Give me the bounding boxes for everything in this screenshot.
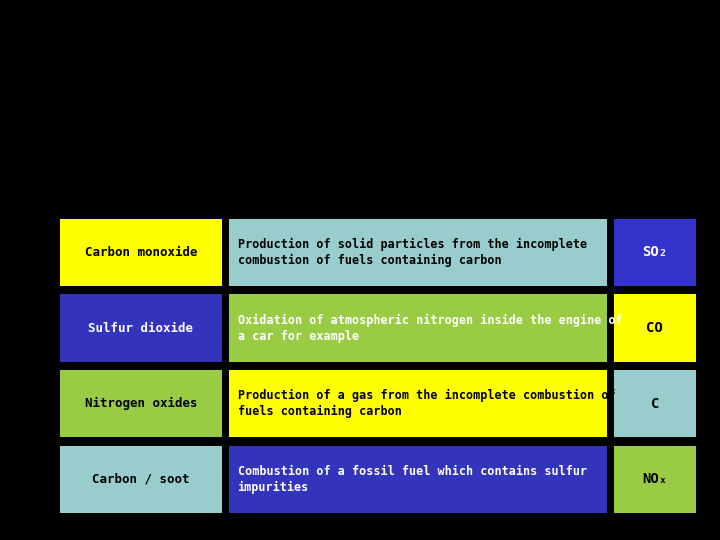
FancyBboxPatch shape <box>60 294 222 362</box>
FancyBboxPatch shape <box>614 446 696 513</box>
Text: Nitrogen oxides: Nitrogen oxides <box>84 397 197 410</box>
FancyBboxPatch shape <box>614 370 696 437</box>
Text: Sulfur dioxide: Sulfur dioxide <box>89 321 193 335</box>
Text: Combustion of a fossil fuel which contains sulfur
impurities: Combustion of a fossil fuel which contai… <box>238 465 587 494</box>
Text: CO: CO <box>647 321 663 335</box>
Text: Production of solid particles from the incomplete
combustion of fuels containing: Production of solid particles from the i… <box>238 238 587 267</box>
FancyBboxPatch shape <box>60 370 222 437</box>
Text: Carbon / soot: Carbon / soot <box>92 472 189 486</box>
FancyBboxPatch shape <box>229 370 607 437</box>
Text: Carbon monoxide: Carbon monoxide <box>84 246 197 259</box>
Text: Oxidation of atmospheric nitrogen inside the engine of
a car for example: Oxidation of atmospheric nitrogen inside… <box>238 314 622 342</box>
FancyBboxPatch shape <box>60 446 222 513</box>
Text: C: C <box>651 397 659 410</box>
FancyBboxPatch shape <box>229 294 607 362</box>
FancyBboxPatch shape <box>614 219 696 286</box>
FancyBboxPatch shape <box>60 219 222 286</box>
Text: Production of a gas from the incomplete combustion of
fuels containing carbon: Production of a gas from the incomplete … <box>238 389 615 419</box>
Text: NOₓ: NOₓ <box>642 472 667 486</box>
FancyBboxPatch shape <box>229 219 607 286</box>
FancyBboxPatch shape <box>229 446 607 513</box>
FancyBboxPatch shape <box>614 294 696 362</box>
Text: SO₂: SO₂ <box>642 246 667 259</box>
